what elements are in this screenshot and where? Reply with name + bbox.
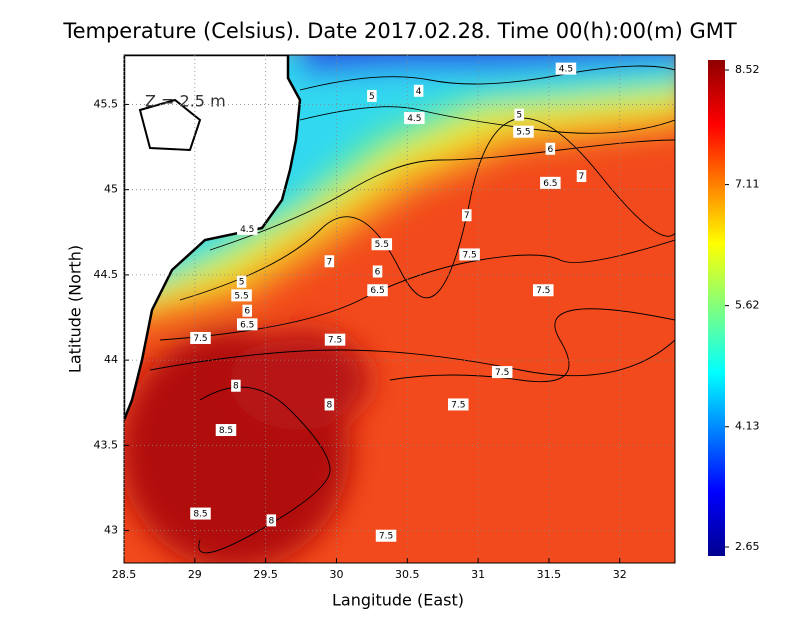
contour-label-box [236, 222, 258, 235]
contour-label: 5.5 [375, 240, 389, 250]
y-tick-label: 44 [104, 353, 118, 366]
contour-label: 6 [547, 145, 553, 155]
x-tick-label: 28.5 [112, 568, 137, 581]
x-tick-label: 30.5 [395, 568, 420, 581]
contour-label: 8 [327, 400, 333, 410]
contour-label: 7.5 [193, 334, 207, 344]
contour-label-box [231, 289, 252, 302]
contour-label-box [324, 255, 335, 268]
contour-label-box [371, 238, 393, 251]
contour-label-box [367, 89, 377, 102]
colorbar-tick-label: 8.52 [735, 63, 760, 76]
contour-label-box [540, 176, 561, 189]
contour-label-box [448, 398, 469, 411]
x-tick-label: 29 [188, 568, 202, 581]
x-tick-label: 30 [329, 568, 343, 581]
contour-label: 7.5 [328, 336, 342, 346]
contour-label: 7 [327, 257, 333, 267]
colorbar [708, 60, 725, 556]
x-tick-label: 31 [471, 568, 485, 581]
contour-label: 4.5 [407, 114, 421, 124]
contour-label-box [404, 112, 425, 125]
contour-label: 8.5 [219, 426, 233, 436]
contour-label-box [462, 209, 472, 222]
contour-label-box [242, 304, 252, 317]
contour-label-box [459, 248, 480, 261]
colorbar-tick-label: 4.13 [735, 420, 760, 433]
contour-label-box [545, 142, 556, 155]
contour-label: 7 [464, 211, 470, 221]
contour-label: 7 [579, 172, 585, 182]
contour-label: 8.5 [193, 510, 207, 520]
contour-label-box [324, 398, 335, 411]
contour-label: 6 [244, 307, 250, 317]
contour-label: 5.5 [516, 128, 530, 138]
y-axis-label: Latitude (North) [66, 245, 85, 373]
contour-label-box [514, 108, 524, 121]
contour-label-box [266, 514, 277, 527]
contour-label: 6 [375, 267, 381, 277]
contour-label: 7.5 [495, 368, 509, 378]
y-tick-label: 45.5 [94, 97, 119, 110]
depth-annotation: Z = 2.5 m [145, 92, 226, 111]
y-tick-label: 43 [104, 524, 118, 537]
contour-label-box [231, 379, 241, 392]
y-tick-label: 43.5 [94, 438, 119, 451]
contour-label: 7.5 [462, 250, 476, 260]
contour-label-box [576, 170, 587, 183]
contour-label: 5 [516, 111, 522, 121]
contour-label: 4.5 [559, 65, 573, 75]
y-tick-label: 45 [104, 183, 118, 196]
title: Temperature (Celsius). Date 2017.02.28. … [62, 19, 737, 43]
contour-label-box [190, 507, 211, 520]
x-axis-label: Langitude (East) [332, 591, 464, 610]
contour-label: 6.5 [370, 286, 384, 296]
contour-label: 4 [416, 87, 422, 97]
contour-label-box [533, 284, 554, 297]
contour-label-box [236, 318, 258, 331]
temperature-field [124, 55, 675, 563]
x-tick-label: 32 [613, 568, 627, 581]
contour-label-box [190, 331, 211, 344]
contour-label: 5 [239, 278, 245, 288]
contour-label: 5 [369, 92, 375, 102]
x-tick-label: 29.5 [253, 568, 278, 581]
contour-label: 8 [233, 382, 239, 392]
colorbar-tick-label: 5.62 [735, 299, 760, 312]
contour-label-box [375, 529, 397, 542]
contour-label-box [236, 275, 247, 288]
contour-label-box [367, 284, 388, 297]
contour-label: 7.5 [379, 532, 393, 542]
y-tick-label: 44.5 [94, 268, 119, 281]
colorbar-tick-label: 7.11 [735, 178, 760, 191]
contour-label: 5.5 [234, 291, 248, 301]
contour-label: 4.5 [240, 225, 254, 235]
contour-label-box [372, 265, 383, 278]
contour-label-box [324, 333, 346, 346]
x-tick-label: 31.5 [537, 568, 562, 581]
contour-label-box [215, 424, 237, 437]
contour-label-box [491, 366, 513, 379]
contour-label-box [413, 84, 424, 97]
contour-label-box [555, 62, 577, 75]
contour-label-box [513, 125, 534, 138]
contour-label: 6.5 [240, 320, 254, 330]
contour-label: 7.5 [451, 400, 465, 410]
contour-label: 7.5 [536, 286, 550, 296]
colorbar-tick-label: 2.65 [735, 540, 760, 553]
contour-label: 8 [268, 516, 274, 526]
contour-label: 6.5 [543, 179, 557, 189]
plot-frame [123, 54, 676, 564]
